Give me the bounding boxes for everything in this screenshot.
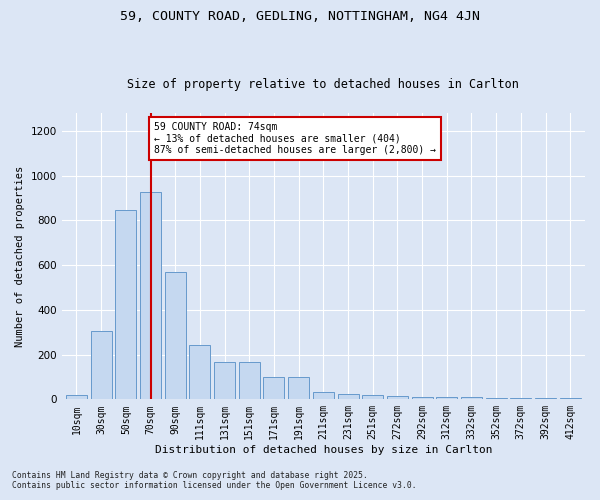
Bar bbox=[485, 398, 506, 400]
Bar bbox=[214, 362, 235, 400]
Bar bbox=[362, 395, 383, 400]
Bar bbox=[66, 395, 87, 400]
Text: Contains HM Land Registry data © Crown copyright and database right 2025.
Contai: Contains HM Land Registry data © Crown c… bbox=[12, 470, 416, 490]
Bar bbox=[387, 396, 408, 400]
Bar bbox=[412, 397, 433, 400]
Text: 59 COUNTY ROAD: 74sqm
← 13% of detached houses are smaller (404)
87% of semi-det: 59 COUNTY ROAD: 74sqm ← 13% of detached … bbox=[154, 122, 436, 155]
Bar bbox=[338, 394, 359, 400]
Y-axis label: Number of detached properties: Number of detached properties bbox=[15, 166, 25, 347]
X-axis label: Distribution of detached houses by size in Carlton: Distribution of detached houses by size … bbox=[155, 445, 492, 455]
Bar bbox=[115, 210, 136, 400]
Bar bbox=[91, 331, 112, 400]
Bar bbox=[436, 396, 457, 400]
Bar bbox=[140, 192, 161, 400]
Bar bbox=[560, 398, 581, 400]
Bar bbox=[461, 397, 482, 400]
Bar bbox=[288, 377, 309, 400]
Text: 59, COUNTY ROAD, GEDLING, NOTTINGHAM, NG4 4JN: 59, COUNTY ROAD, GEDLING, NOTTINGHAM, NG… bbox=[120, 10, 480, 23]
Bar bbox=[535, 398, 556, 400]
Bar bbox=[263, 377, 284, 400]
Title: Size of property relative to detached houses in Carlton: Size of property relative to detached ho… bbox=[127, 78, 519, 91]
Bar bbox=[313, 392, 334, 400]
Bar bbox=[511, 398, 532, 400]
Bar bbox=[239, 362, 260, 400]
Bar bbox=[190, 344, 211, 400]
Bar bbox=[165, 272, 186, 400]
